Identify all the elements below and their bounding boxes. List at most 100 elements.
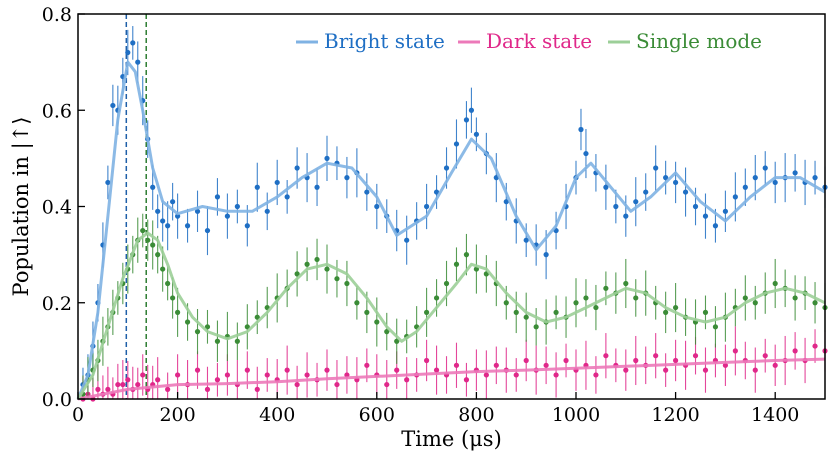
data-point — [165, 386, 171, 392]
data-point — [254, 184, 260, 190]
data-point — [732, 194, 738, 200]
y-tick-label: 0.6 — [42, 100, 72, 122]
legend-label: Bright state — [324, 29, 445, 53]
data-point — [792, 348, 798, 354]
data-point — [184, 319, 191, 325]
data-point — [772, 179, 778, 186]
data-point — [140, 227, 146, 234]
data-point — [344, 175, 350, 181]
data-point — [394, 367, 400, 373]
data-point — [593, 304, 599, 311]
data-point — [314, 184, 320, 190]
data-point — [643, 189, 649, 195]
data-point — [274, 179, 280, 186]
data-point — [364, 189, 370, 195]
data-point — [653, 353, 659, 359]
data-point — [493, 362, 499, 368]
data-point — [155, 208, 161, 214]
data-point — [553, 309, 559, 315]
data-point — [95, 386, 101, 392]
x-tick-label: 600 — [359, 404, 395, 426]
data-point — [563, 357, 569, 364]
data-point — [184, 223, 191, 229]
data-point — [663, 175, 669, 181]
data-point — [120, 381, 126, 388]
x-tick-label: 400 — [259, 404, 295, 426]
data-point — [294, 381, 300, 388]
data-point — [468, 107, 475, 113]
data-point — [573, 300, 579, 306]
data-point — [244, 324, 250, 330]
data-point — [135, 59, 141, 65]
data-point — [453, 362, 460, 368]
data-point — [812, 300, 818, 306]
data-point — [125, 377, 131, 383]
data-point — [105, 179, 111, 186]
data-point — [160, 266, 166, 272]
data-point — [483, 372, 489, 378]
data-point — [150, 242, 156, 248]
data-point — [692, 203, 699, 210]
data-point — [583, 150, 589, 157]
data-point — [344, 372, 350, 378]
data-point — [503, 199, 509, 205]
data-point — [623, 280, 629, 287]
y-axis-title: Population in |↑⟩ — [9, 117, 34, 297]
data-point — [344, 280, 350, 287]
data-point — [722, 362, 729, 368]
data-point — [284, 194, 290, 200]
data-point — [254, 386, 260, 392]
data-point — [633, 295, 639, 301]
data-point — [264, 372, 270, 378]
data-point — [424, 309, 430, 315]
data-point — [424, 203, 430, 210]
data-point — [155, 377, 161, 383]
data-point — [170, 199, 176, 205]
legend: Bright state Dark state Single mode — [296, 29, 762, 53]
data-point — [214, 194, 221, 200]
data-point — [404, 237, 410, 243]
data-point — [663, 367, 669, 373]
data-point — [523, 314, 529, 320]
data-point — [673, 304, 679, 311]
data-point — [653, 165, 659, 171]
data-point — [204, 324, 211, 330]
data-point — [284, 367, 290, 373]
x-axis-title: Time (μs) — [401, 427, 502, 451]
data-point — [105, 386, 111, 392]
data-point — [712, 223, 719, 229]
data-point — [523, 237, 529, 243]
data-point — [374, 203, 380, 210]
data-point — [463, 377, 470, 383]
data-point — [742, 295, 748, 301]
data-point — [692, 353, 699, 359]
data-point — [130, 40, 136, 46]
data-point — [140, 372, 146, 378]
data-point — [224, 372, 230, 378]
data-point — [513, 372, 519, 378]
x-axis-ticks: 0 200 400 600 800 1000 1200 1400 — [72, 392, 799, 426]
data-point — [244, 223, 250, 229]
data-point — [204, 386, 211, 392]
y-axis-ticks: 0.0 0.2 0.4 0.6 0.8 — [42, 4, 85, 411]
data-point — [603, 184, 609, 190]
data-point — [473, 131, 479, 137]
y-tick-label: 0.2 — [42, 293, 72, 315]
data-point — [772, 362, 778, 368]
data-point — [682, 189, 689, 195]
data-point — [593, 372, 599, 378]
data-point — [543, 252, 549, 258]
data-point — [145, 237, 151, 243]
data-point — [583, 295, 589, 301]
data-point — [742, 184, 748, 190]
data-point — [234, 338, 240, 344]
data-point — [204, 227, 211, 234]
data-point — [702, 367, 709, 373]
series-2 — [80, 213, 828, 399]
data-point — [314, 256, 320, 263]
data-point — [443, 280, 450, 287]
data-point — [533, 324, 539, 330]
x-tick-label: 1400 — [751, 404, 799, 426]
data-point — [364, 309, 370, 315]
data-point — [334, 276, 340, 282]
